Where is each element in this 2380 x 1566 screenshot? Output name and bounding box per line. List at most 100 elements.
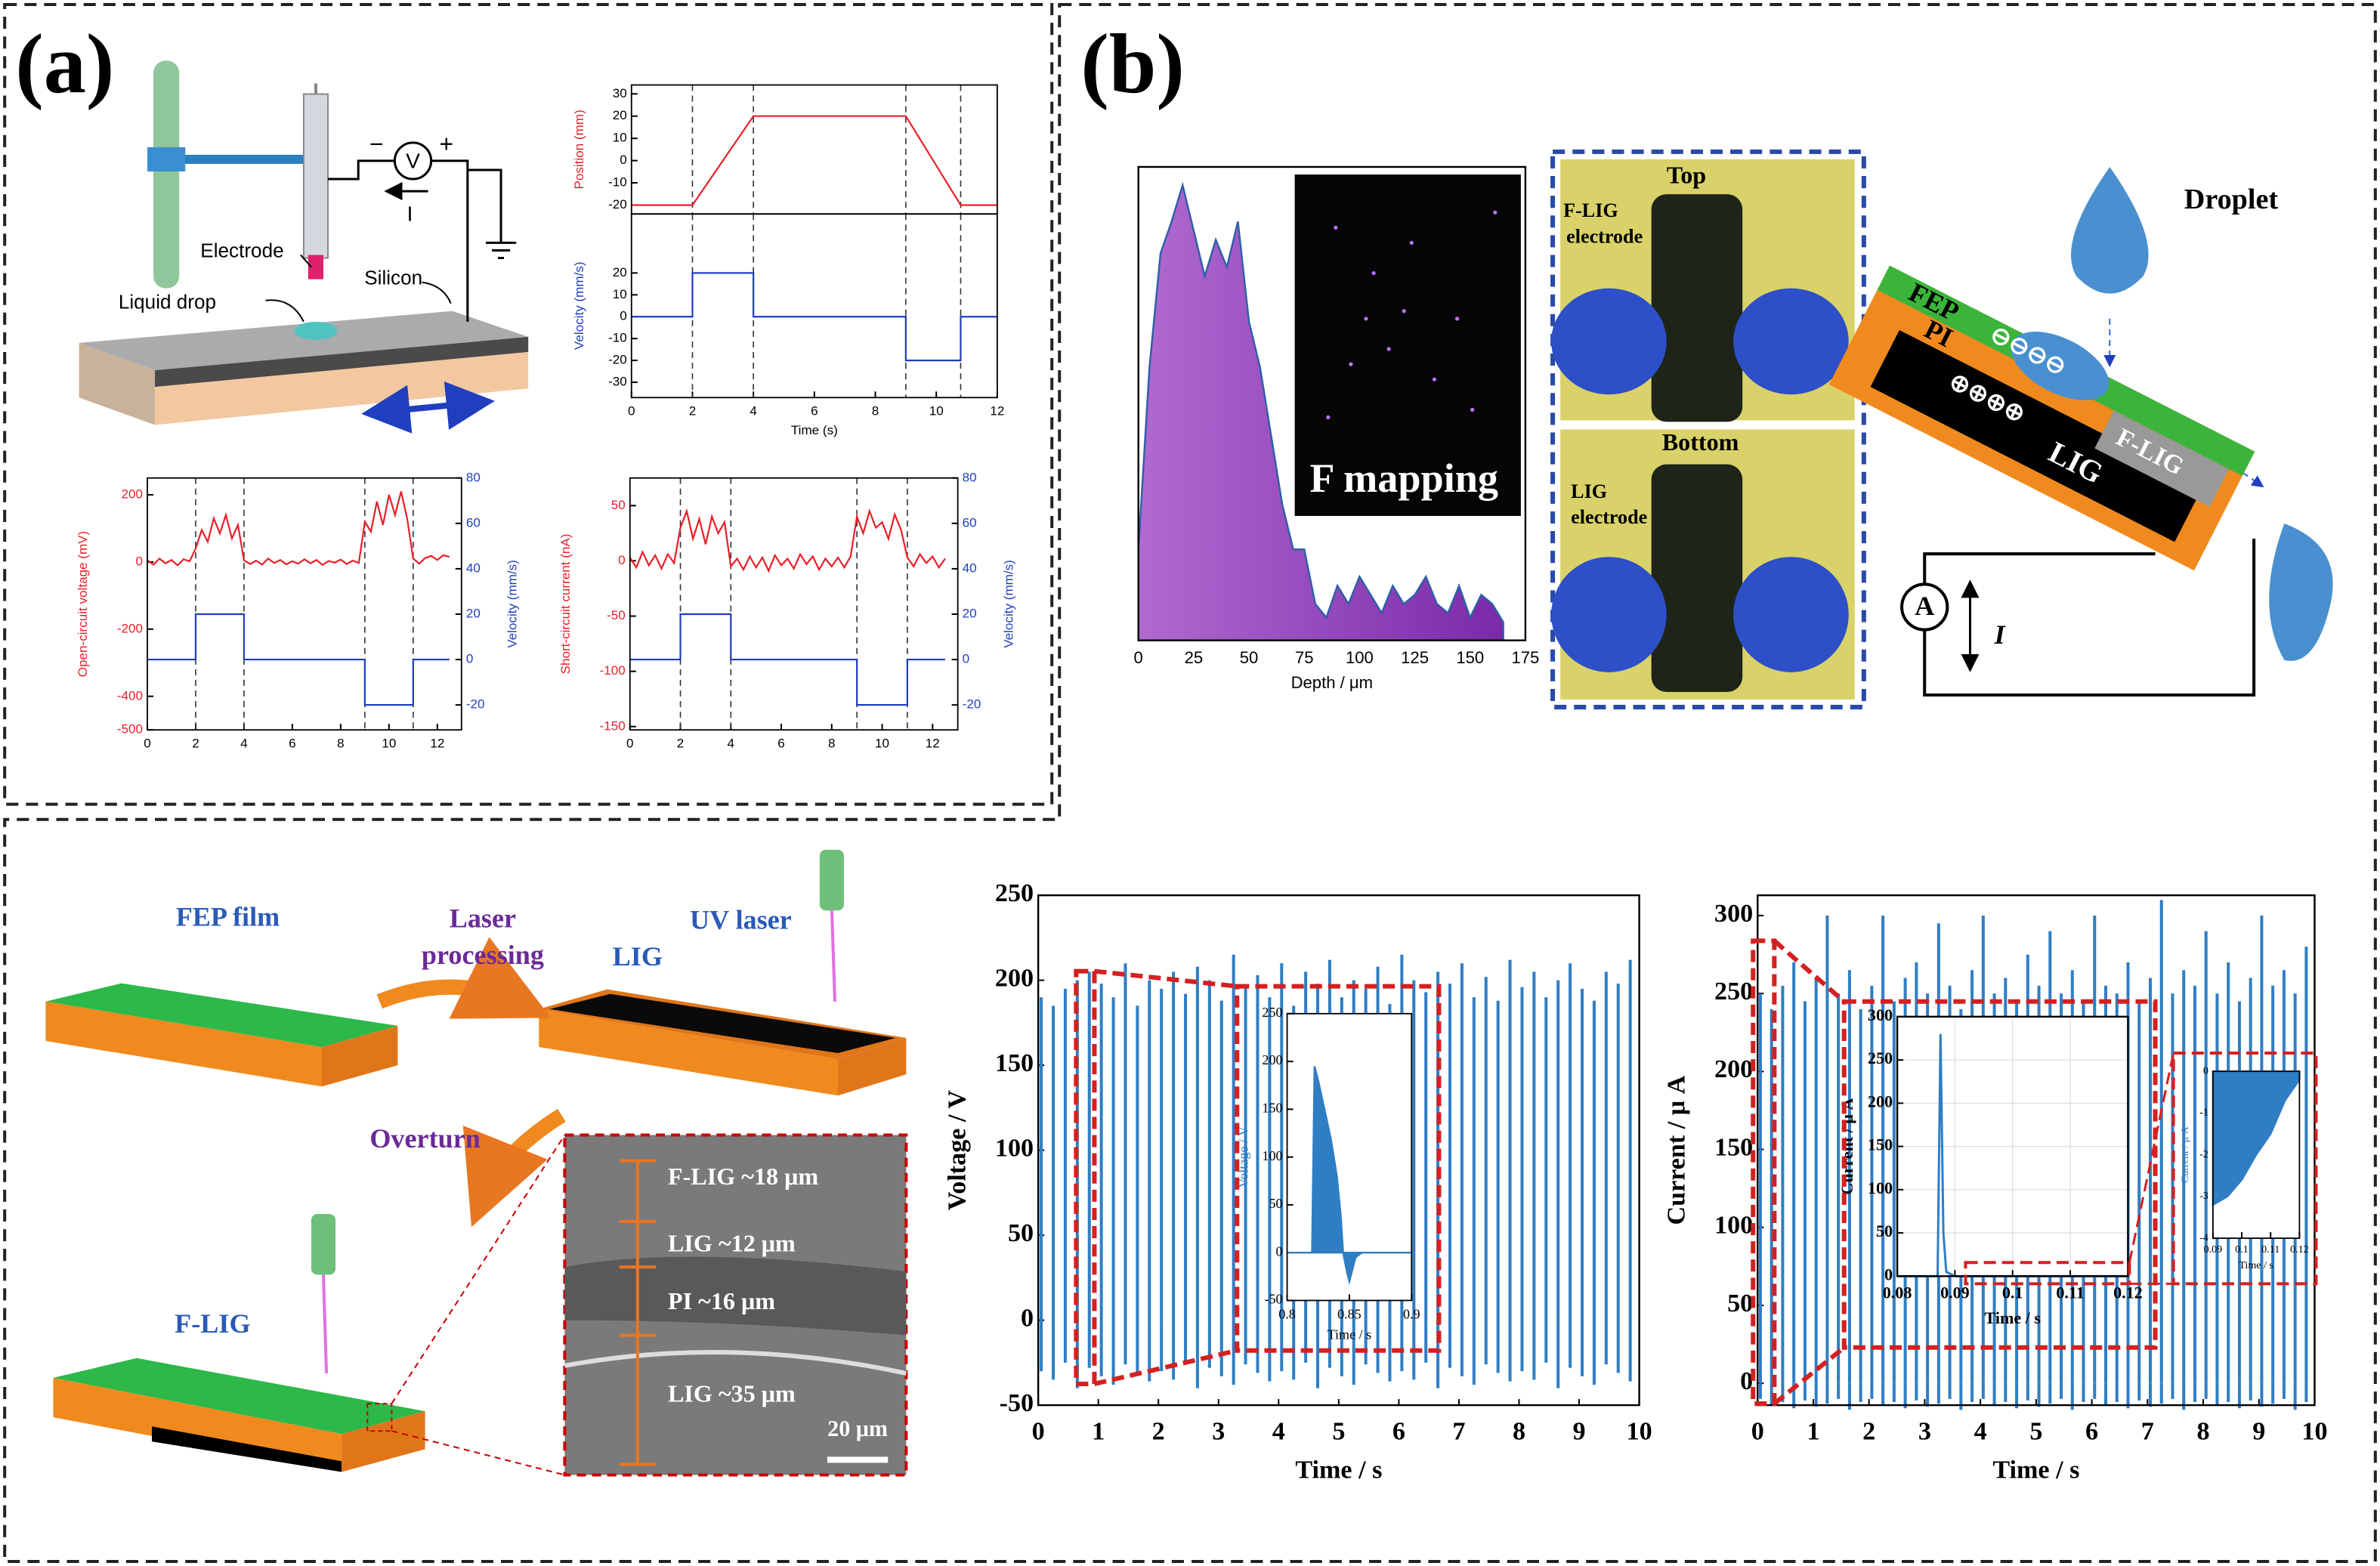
y-tick-label: 250 <box>995 879 1034 907</box>
fabrication-diagram <box>45 849 908 1477</box>
y2-tick-label: 40 <box>466 561 481 575</box>
y-tick-label: 0 <box>1021 1304 1034 1332</box>
x-axis-label: Time / s <box>1992 1456 2079 1484</box>
x-axis-label: Time / s <box>1985 1308 2042 1327</box>
x-tick-label: 50 <box>1240 648 1259 667</box>
y-tick-label: -20 <box>608 197 627 212</box>
x-tick-label: 12 <box>926 736 940 750</box>
y-tick-label: 0 <box>1740 1367 1753 1395</box>
x-tick-label: 2 <box>677 736 685 750</box>
y-tick-label: -10 <box>608 331 627 345</box>
sem-label: LIG ~35 μm <box>668 1379 796 1407</box>
y-tick-label: -1 <box>2199 1107 2208 1119</box>
x-tick-label: 12 <box>430 736 444 750</box>
diagram-label: I <box>1994 619 2007 650</box>
photo-label: electrode <box>1566 225 1643 247</box>
x-tick-label: 5 <box>2029 1417 2042 1445</box>
data-area <box>1137 181 1504 641</box>
x-tick-label: 1 <box>1807 1417 1819 1445</box>
y-tick-label: 100 <box>1262 1148 1282 1163</box>
diagram-label: Laser <box>450 903 516 934</box>
photo-label: F-LIG <box>1563 199 1618 221</box>
x-tick-label: 6 <box>1392 1417 1405 1445</box>
y2-tick-label: 40 <box>963 561 977 575</box>
y-tick-label: 250 <box>1262 1005 1282 1020</box>
chart: 30 20 10 0 -10 -20 Position (mm) <box>572 84 998 215</box>
droplet-diagram <box>1828 166 2333 697</box>
x-tick-label: 0 <box>626 736 634 750</box>
sem-label: LIG ~12 μm <box>668 1230 796 1257</box>
diagram-label: UV laser <box>690 905 792 935</box>
data-line <box>631 272 997 362</box>
x-tick-label: 6 <box>777 736 785 750</box>
x-tick-label: 2 <box>1862 1417 1875 1445</box>
chart: 0 -1 -2 -3 -40.09 0.1 0.11 0.12 Time / s Current … <box>2179 1064 2309 1271</box>
plot-frame <box>1286 1012 1413 1302</box>
y-tick-label: 10 <box>613 131 627 145</box>
x-tick-label: 10 <box>2301 1417 2327 1445</box>
photo-label: Bottom <box>1662 428 1739 456</box>
x-tick-label: 0 <box>1134 648 1143 667</box>
x-tick-label: 0.12 <box>2113 1283 2143 1302</box>
y2-tick-label: 60 <box>466 515 481 530</box>
x-tick-label: 175 <box>1512 648 1540 667</box>
diagram-label: Silicon <box>364 266 422 289</box>
y-tick-label: 100 <box>995 1134 1034 1162</box>
y2-axis-label: Velocity (mm/s) <box>1001 560 1015 648</box>
x-tick-label: 150 <box>1456 648 1484 667</box>
x-tick-label: 0.1 <box>2235 1243 2249 1256</box>
chart: 50 0 -50 -100 -150 80 60 40 20 0 -20 0 2 4 6 8 10 12 Short… <box>558 470 1016 750</box>
y-tick-label: 50 <box>1008 1219 1034 1247</box>
plot-frame <box>1037 894 1640 1407</box>
y-axis-label: Current / μ A <box>1838 1098 1856 1195</box>
plot-frame <box>147 477 462 731</box>
diagram-label: F-LIG <box>175 1308 250 1339</box>
y-tick-label: 30 <box>613 86 627 100</box>
y-tick-label: -500 <box>117 722 143 737</box>
y-tick-label: 100 <box>1714 1212 1753 1240</box>
y-tick-label: 300 <box>1714 900 1753 928</box>
diagram-label: FEP film <box>176 902 280 932</box>
x-tick-label: 10 <box>875 736 889 750</box>
x-tick-label: 4 <box>240 736 248 750</box>
plot-frame <box>629 477 959 731</box>
y2-tick-label: 20 <box>466 607 481 621</box>
y-tick-label: 50 <box>1269 1196 1282 1211</box>
plot-frame <box>1137 165 1527 641</box>
x-tick-label: 0.85 <box>1337 1307 1362 1322</box>
x-tick-label: 9 <box>2252 1417 2265 1445</box>
data-line <box>629 508 946 573</box>
chart: 20 10 0 -10 -20 -30 0 2 4 6 8 10 12 Time (s) Velocity … <box>572 213 1004 437</box>
x-tick-label: 4 <box>1272 1417 1285 1445</box>
x-axis-label: Time (s) <box>791 423 838 437</box>
y2-tick-label: 0 <box>466 652 474 666</box>
y-axis-label: Current / μ A <box>1663 1075 1691 1225</box>
x-tick-label: 25 <box>1185 648 1204 667</box>
y2-tick-label: 60 <box>963 515 977 530</box>
x-tick-label: 8 <box>828 736 836 750</box>
y2-tick-label: -20 <box>466 697 485 712</box>
x-tick-label: 0.09 <box>2204 1243 2223 1256</box>
plot-frame <box>630 213 998 399</box>
y-tick-label: -3 <box>2199 1190 2208 1202</box>
y-tick-label: 20 <box>613 265 627 280</box>
x-tick-label: 2 <box>1152 1417 1165 1445</box>
x-tick-label: 0 <box>1032 1417 1045 1445</box>
y-tick-label: 20 <box>613 108 627 122</box>
y-tick-label: 200 <box>995 964 1034 992</box>
setup-diagram <box>79 60 529 434</box>
x-tick-label: 0 <box>628 404 635 419</box>
y-tick-label: 250 <box>1714 978 1753 1005</box>
x-tick-label: 125 <box>1401 648 1429 667</box>
x-tick-label: 0.9 <box>1403 1307 1420 1322</box>
y2-tick-label: 80 <box>466 470 481 484</box>
x-tick-label: 100 <box>1346 648 1374 667</box>
x-axis-label: Depth / μm <box>1291 673 1373 692</box>
x-tick-label: 4 <box>750 404 757 419</box>
y-tick-label: 50 <box>1727 1290 1753 1317</box>
diagram-label: − <box>369 130 384 157</box>
y-tick-label: 0 <box>2203 1064 2208 1076</box>
y-tick-label: 250 <box>1868 1049 1893 1067</box>
y-tick-label: 10 <box>613 287 627 301</box>
